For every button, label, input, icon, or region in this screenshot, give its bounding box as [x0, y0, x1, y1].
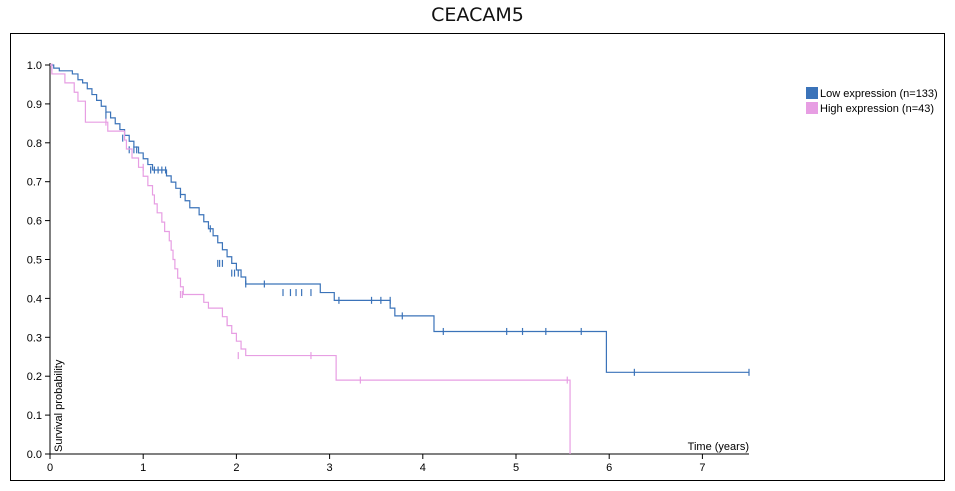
y-tick-label: 0.6: [27, 216, 42, 228]
y-tick-label: 0.0: [27, 449, 42, 461]
x-tick-label: 2: [233, 462, 239, 474]
legend-swatch: [806, 87, 818, 99]
legend-label: High expression (n=43): [820, 103, 934, 115]
x-tick-label: 6: [606, 462, 612, 474]
y-tick-label: 0.3: [27, 332, 42, 344]
legend-label: Low expression (n=133): [820, 88, 938, 100]
series-layer: [50, 63, 750, 454]
x-tick-label: 3: [327, 462, 333, 474]
y-tick-label: 0.4: [27, 293, 42, 305]
x-axis-title: Time (years): [688, 441, 749, 453]
legend: Low expression (n=133) High expression (n…: [806, 87, 938, 115]
y-tick-label: 1.0: [27, 60, 42, 72]
y-axis-title: Survival probability: [53, 359, 65, 452]
x-tick-label: 1: [140, 462, 146, 474]
x-tick-label: 4: [420, 462, 426, 474]
survival-chart: 0.0 0.1 0.2 0.3 0.4 0.5 0.6 0.7 0.8 0.9 1.0 0 1 2 3 4 5 6…: [27, 60, 938, 474]
y-tick-label: 0.9: [27, 99, 42, 111]
legend-swatch: [806, 102, 818, 114]
y-tick-label: 0.5: [27, 255, 42, 267]
x-tick-label: 5: [513, 462, 519, 474]
legend-item-high-expression: High expression (n=43): [806, 102, 934, 115]
y-tick-label: 0.7: [27, 177, 42, 189]
series-high-expression: [50, 63, 571, 454]
x-tick-label: 7: [699, 462, 705, 474]
survival-curve: [50, 64, 749, 373]
series-low-expression: [50, 64, 750, 376]
y-tick-label: 0.8: [27, 138, 42, 150]
page-title: CEACAM5: [431, 4, 524, 26]
x-tick-label: 0: [47, 462, 53, 474]
y-tick-label: 0.1: [27, 410, 42, 422]
legend-item-low-expression: Low expression (n=133): [806, 87, 938, 100]
axes: 0.0 0.1 0.2 0.3 0.4 0.5 0.6 0.7 0.8 0.9 1.0 0 1 2 3 4 5 6…: [27, 60, 749, 474]
y-tick-label: 0.2: [27, 371, 42, 383]
chart-frame: 0.0 0.1 0.2 0.3 0.4 0.5 0.6 0.7 0.8 0.9 1.0 0 1 2 3 4 5 6…: [10, 33, 945, 481]
survival-curve: [50, 64, 571, 454]
